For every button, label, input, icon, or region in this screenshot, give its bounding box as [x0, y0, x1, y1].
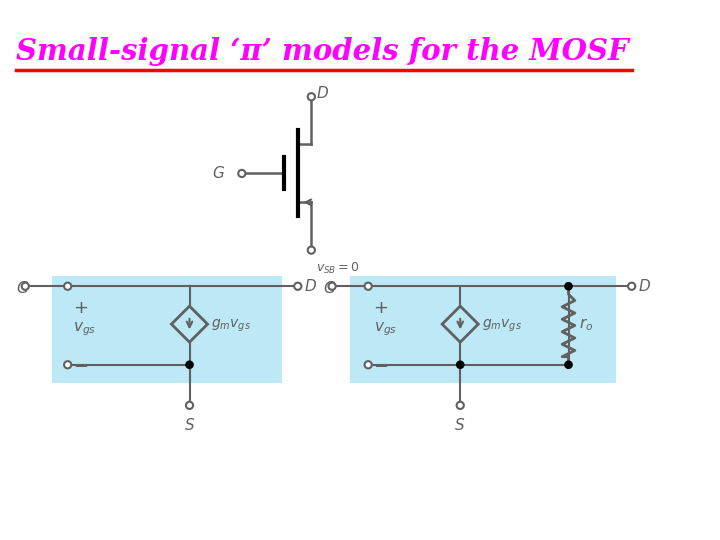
Circle shape — [294, 282, 302, 290]
Circle shape — [64, 361, 71, 368]
Text: G: G — [323, 281, 335, 295]
Circle shape — [565, 282, 572, 290]
Text: $g_m v_{gs}$: $g_m v_{gs}$ — [482, 318, 522, 334]
Circle shape — [364, 361, 372, 368]
Text: D: D — [317, 86, 328, 100]
Text: S: S — [185, 418, 194, 433]
Text: $v_{gs}$: $v_{gs}$ — [374, 321, 397, 339]
Circle shape — [456, 402, 464, 409]
FancyBboxPatch shape — [350, 276, 616, 383]
Circle shape — [328, 282, 336, 290]
Text: $r_o$: $r_o$ — [580, 316, 593, 333]
Text: D: D — [639, 279, 651, 294]
Circle shape — [307, 93, 315, 100]
Text: S: S — [456, 418, 465, 433]
Circle shape — [186, 361, 193, 368]
Circle shape — [628, 282, 635, 290]
Text: $g_m v_{gs}$: $g_m v_{gs}$ — [211, 318, 251, 334]
Text: +: + — [374, 299, 389, 317]
Circle shape — [186, 402, 193, 409]
Circle shape — [238, 170, 246, 177]
Circle shape — [364, 282, 372, 290]
FancyBboxPatch shape — [53, 276, 282, 383]
Circle shape — [64, 282, 71, 290]
Text: −: − — [73, 357, 89, 375]
Text: $v_{SB} = 0$: $v_{SB} = 0$ — [316, 261, 359, 276]
Text: $v_{gs}$: $v_{gs}$ — [73, 321, 96, 339]
Circle shape — [565, 361, 572, 368]
Text: G: G — [17, 281, 28, 295]
Circle shape — [22, 282, 29, 290]
Text: −: − — [374, 357, 389, 375]
Text: +: + — [73, 299, 88, 317]
Text: Small-signal ‘π’ models for the MOSF: Small-signal ‘π’ models for the MOSF — [17, 37, 629, 66]
Circle shape — [456, 361, 464, 368]
Circle shape — [307, 247, 315, 254]
Text: D: D — [305, 279, 317, 294]
Text: G: G — [212, 166, 224, 181]
